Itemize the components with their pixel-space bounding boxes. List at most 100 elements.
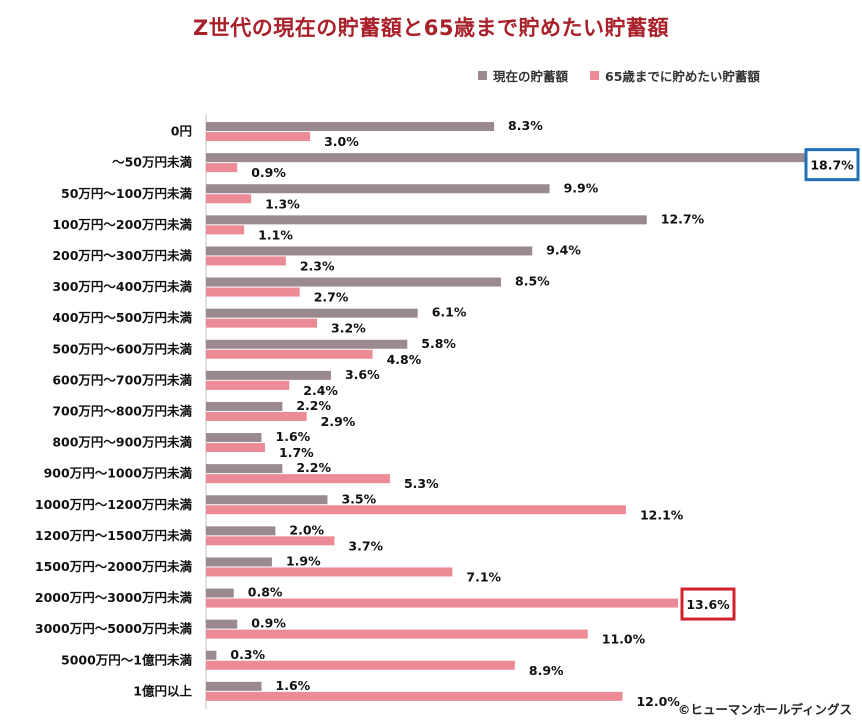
value-label-current: 0.8% <box>248 585 283 600</box>
legend-item-target: 65歳までに貯めたい貯蓄額 <box>590 66 760 85</box>
value-label-current: 2.2% <box>296 398 331 413</box>
highlight-box <box>680 587 736 621</box>
value-label-current: 9.4% <box>546 242 581 257</box>
bar-target <box>206 443 265 453</box>
bar-current <box>206 339 408 349</box>
category-label: 1500万円～2000万円未満 <box>35 559 193 574</box>
value-label-target: 12.0% <box>636 694 680 709</box>
bar-current <box>206 526 276 536</box>
bar-current <box>206 681 262 691</box>
bar-target <box>206 287 300 297</box>
value-label-current: 1.9% <box>286 553 321 568</box>
value-label-current: 1.6% <box>276 678 311 693</box>
bar-target <box>206 505 626 515</box>
bar-current <box>206 370 331 380</box>
chart-title: Z世代の現在の貯蓄額と65歳まで貯めたい貯蓄額 <box>193 16 669 40</box>
bar-target <box>206 225 245 235</box>
bar-target <box>206 380 290 390</box>
bar-current <box>206 308 418 318</box>
value-label-current: 3.6% <box>345 367 380 382</box>
highlight-box <box>804 148 860 182</box>
value-label-target: 1.7% <box>279 445 314 460</box>
value-label-current: 2.0% <box>289 522 324 537</box>
bar-current <box>206 464 283 474</box>
bar-target <box>206 629 588 639</box>
value-label-current: 9.9% <box>564 180 599 195</box>
value-label-current: 6.1% <box>432 305 467 320</box>
bar-current <box>206 557 272 567</box>
bar-target <box>206 194 252 204</box>
category-label: 100万円～200万円未満 <box>52 217 192 232</box>
value-label-current: 8.3% <box>508 118 543 133</box>
bar-target <box>206 474 390 484</box>
bar-target <box>206 536 335 546</box>
category-label: 700万円～800万円未満 <box>52 403 192 418</box>
category-label: 900万円～1000万円未満 <box>44 466 193 481</box>
value-label-current: 8.5% <box>515 274 550 289</box>
bar-target <box>206 256 286 266</box>
value-label-target: 5.3% <box>404 476 439 491</box>
bar-current <box>206 650 217 660</box>
value-label-target: 1.3% <box>265 196 300 211</box>
bar-current <box>206 122 495 132</box>
value-label-target: 3.7% <box>348 538 383 553</box>
value-label-target: 2.7% <box>314 290 349 305</box>
category-label: 1200万円～1500万円未満 <box>35 528 193 543</box>
category-label: 600万円～700万円未満 <box>52 372 192 387</box>
value-label-target: 1.1% <box>258 227 293 242</box>
value-label-current: 3.5% <box>341 491 376 506</box>
category-label: 3000万円～5000万円未満 <box>35 621 193 636</box>
bar-target <box>206 411 307 421</box>
bar-current <box>206 215 647 225</box>
bar-target <box>206 598 678 608</box>
category-label: 1億円以上 <box>133 683 192 698</box>
legend-swatch-target <box>590 71 600 80</box>
value-label-target: 12.1% <box>640 507 684 522</box>
bar-current <box>206 495 328 505</box>
value-label-current: 12.7% <box>661 211 705 226</box>
legend-label-current: 現在の貯蓄額 <box>493 69 569 84</box>
bar-current <box>206 246 533 256</box>
value-label-target: 3.2% <box>331 321 366 336</box>
legend-swatch-current <box>478 71 487 80</box>
category-label: 2000万円～3000万円未満 <box>35 590 193 605</box>
category-label: 500万円～600万円未満 <box>52 341 192 356</box>
bar-current <box>206 433 262 443</box>
category-label: 200万円～300万円未満 <box>52 248 192 263</box>
category-label: ～50万円未満 <box>112 155 192 170</box>
bar-target <box>206 132 311 142</box>
bar-target <box>206 349 373 359</box>
category-label: 5000万円～1億円未満 <box>61 652 192 667</box>
category-label: 800万円～900万円未満 <box>52 435 192 450</box>
bar-target <box>206 691 623 701</box>
category-label: 300万円～400万円未満 <box>52 279 192 294</box>
value-label-target: 2.9% <box>321 414 356 429</box>
bar-target <box>206 567 453 577</box>
value-label-target: 4.8% <box>387 352 422 367</box>
value-label-current: 2.2% <box>296 460 331 475</box>
category-label: 50万円～100万円未満 <box>61 186 192 201</box>
category-label: 0円 <box>171 124 192 139</box>
value-label-target: 11.0% <box>602 632 646 647</box>
value-label-current: 5.8% <box>421 336 456 351</box>
bar-target <box>206 660 515 670</box>
value-label-current: 1.6% <box>276 429 311 444</box>
value-label-target: 2.4% <box>303 383 338 398</box>
value-label-target: 3.0% <box>324 134 359 149</box>
bar-target <box>206 318 318 328</box>
chart-legend: 現在の貯蓄額 65歳までに貯めたい貯蓄額 <box>478 66 774 85</box>
value-label-current: 18.7% <box>810 158 854 173</box>
credit-text: ©ヒューマンホールディングス <box>677 702 852 717</box>
bar-current <box>206 588 234 598</box>
value-label-target: 8.9% <box>529 663 564 678</box>
bar-current <box>206 153 855 163</box>
bar-current <box>206 277 501 287</box>
bar-target <box>206 163 238 173</box>
bar-current <box>206 401 283 411</box>
value-label-current: 0.9% <box>251 616 286 631</box>
category-label: 400万円～500万円未満 <box>52 310 192 325</box>
value-label-current: 0.3% <box>230 647 265 662</box>
bar-current <box>206 619 238 629</box>
value-label-target: 7.1% <box>466 569 501 584</box>
